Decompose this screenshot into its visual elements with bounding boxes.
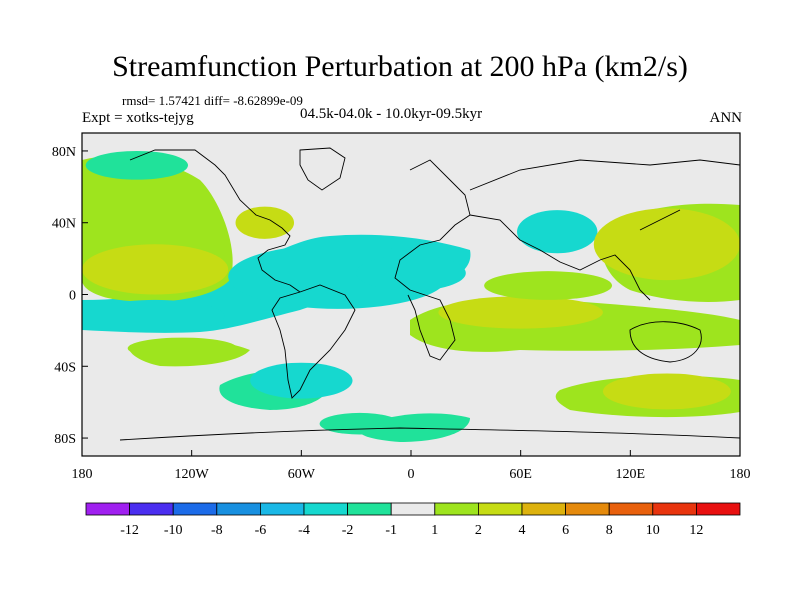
- anomaly-9: [593, 208, 740, 281]
- colorbar-box-7: [390, 502, 436, 516]
- colorbar-label-13: 12: [689, 523, 703, 538]
- coast-greenland: [299, 147, 346, 191]
- coast-north-america: [129, 149, 301, 293]
- x-tick-label-5: 120E: [616, 467, 646, 482]
- colorbar-box-13: [652, 502, 697, 516]
- colorbar-box-11: [565, 502, 610, 516]
- map-axes: 180 120W 60W 0 60E 120E 180 80N 40N 0 40S 80S: [52, 145, 751, 482]
- colorbar-box-1: [129, 502, 174, 516]
- x-tick-label-1: 120W: [175, 467, 210, 482]
- chart-title: Streamfunction Perturbation at 200 hPa (…: [112, 50, 688, 83]
- anomaly-1: [356, 255, 466, 291]
- colorbar-label-0: -12: [120, 523, 139, 538]
- colorbar-box-5: [303, 502, 348, 516]
- colorbar-box-6: [347, 502, 392, 516]
- colorbar-box-14: [696, 502, 741, 516]
- colorbar-box-8: [434, 502, 479, 516]
- colorbar-box-0: [85, 502, 130, 516]
- anomaly-5: [319, 412, 401, 435]
- x-tick-label-0: 180: [72, 467, 93, 482]
- colorbar-box-2: [172, 502, 218, 516]
- y-tick-label-0: 80N: [52, 145, 76, 160]
- colorbar-label-2: -8: [211, 523, 223, 538]
- anomaly-11: [438, 296, 603, 329]
- colorbar-label-11: 8: [606, 523, 613, 538]
- colorbar-label-1: -10: [164, 523, 183, 538]
- y-tick-label-1: 40N: [52, 217, 76, 232]
- season-label: ANN: [709, 110, 743, 126]
- anomaly-8: [235, 206, 295, 239]
- stats-text: rmsd= 1.57421 diff= -8.62899e-09: [122, 93, 303, 108]
- x-tick-label-2: 60W: [288, 467, 316, 482]
- experiment-label: Expt = xotks-tejyg: [82, 110, 194, 126]
- anomaly-3: [517, 210, 598, 254]
- colorbar-label-6: -1: [385, 523, 397, 538]
- anomaly-6: [85, 150, 189, 180]
- colorbar-label-10: 6: [562, 523, 569, 538]
- colorbar-label-8: 2: [475, 523, 482, 538]
- coastlines: [119, 147, 741, 441]
- anomaly-12: [127, 337, 238, 360]
- coast-antarctica: [119, 427, 741, 441]
- anomaly-2: [85, 299, 225, 333]
- anomaly-13: [484, 271, 613, 300]
- colorbar-box-3: [216, 502, 261, 516]
- y-tick-label-4: 80S: [54, 432, 76, 447]
- anomaly-7: [82, 244, 229, 295]
- colorbar-label-3: -6: [255, 523, 267, 538]
- colorbar-label-4: -4: [298, 523, 310, 538]
- x-tick-label-4: 60E: [509, 467, 532, 482]
- colorbar-box-9: [477, 502, 523, 516]
- colorbar-box-12: [608, 502, 654, 516]
- x-tick-label-3: 0: [408, 467, 415, 482]
- anomaly-4: [250, 362, 353, 399]
- colorbar: -12 -10 -8 -6 -4 -2 -1 1 2 4 6 8 10 12: [85, 502, 741, 538]
- period-label: 04.5k-04.0k - 10.0kyr-09.5kyr: [300, 106, 483, 122]
- coast-europe-africa: [394, 159, 471, 361]
- colorbar-label-12: 10: [646, 523, 660, 538]
- coast-asia: [469, 159, 741, 301]
- colorbar-box-10: [521, 502, 566, 516]
- colorbar-box-4: [259, 502, 305, 516]
- colorbar-label-7: 1: [431, 523, 438, 538]
- x-tick-label-6: 180: [730, 467, 751, 482]
- colorbar-label-5: -2: [342, 523, 354, 538]
- anomaly-10: [602, 373, 731, 410]
- y-tick-label-2: 0: [69, 289, 76, 304]
- coast-australia: [629, 321, 702, 363]
- coast-south-america: [271, 284, 356, 399]
- y-tick-label-3: 40S: [54, 360, 76, 375]
- colorbar-label-9: 4: [519, 523, 526, 538]
- anomaly-points: [82, 150, 740, 435]
